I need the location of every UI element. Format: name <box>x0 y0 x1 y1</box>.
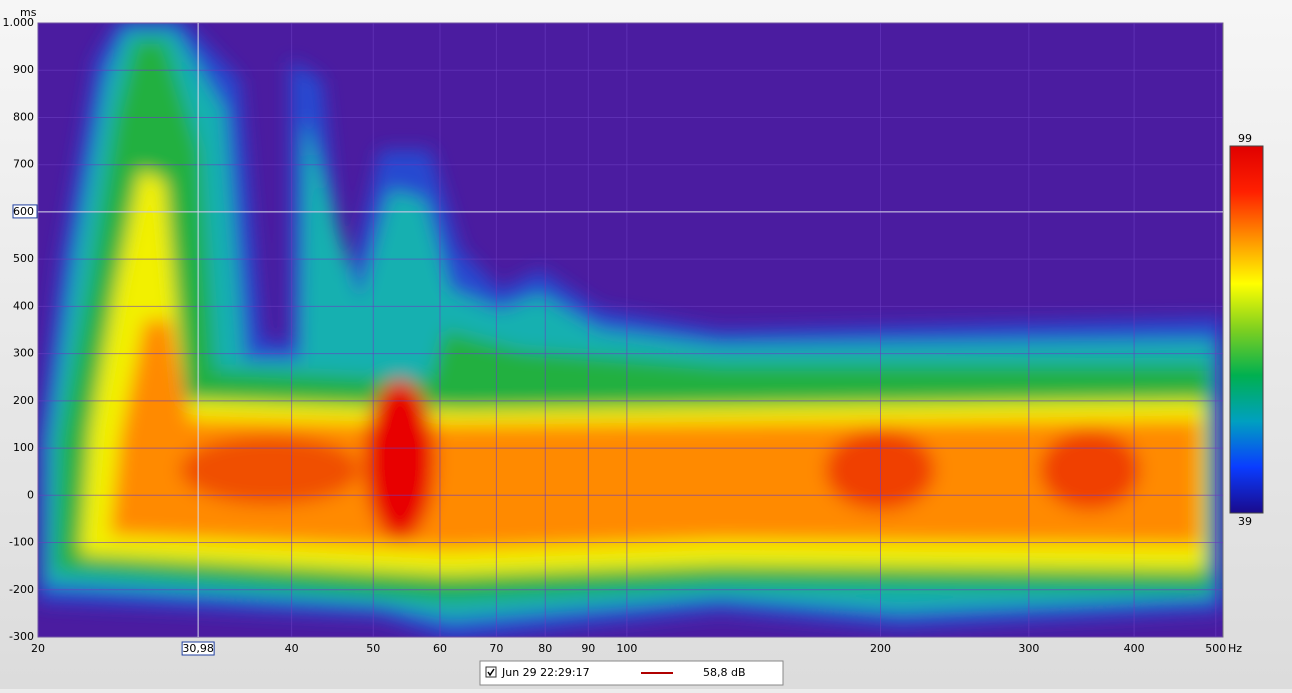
x-tick-label: 40 <box>285 642 299 655</box>
check-mark <box>487 668 495 677</box>
x-tick-label: 20 <box>31 642 45 655</box>
colorbar-max-label: 99 <box>1238 132 1252 145</box>
heatmap-fill <box>38 23 1223 637</box>
y-tick-label: 800 <box>13 110 34 123</box>
x-axis-unit: Hz <box>1228 642 1242 655</box>
y-tick-label: 200 <box>13 394 34 407</box>
y-tick-label: -300 <box>9 630 34 643</box>
x-tick-label: 400 <box>1124 642 1145 655</box>
colorbar-min-label: 39 <box>1238 515 1252 528</box>
heatmap <box>38 23 1223 637</box>
y-tick-label: 0 <box>27 488 34 501</box>
x-tick-label: 200 <box>870 642 891 655</box>
cursor-y-label-box <box>12 204 38 219</box>
legend-checkbox[interactable] <box>485 666 497 678</box>
y-tick-label: 100 <box>13 441 34 454</box>
x-tick-label: 90 <box>581 642 595 655</box>
x-tick-label: 60 <box>433 642 447 655</box>
y-tick-label: -200 <box>9 583 34 596</box>
y-tick-label: -100 <box>9 536 34 549</box>
y-tick-label: 700 <box>13 158 34 171</box>
y-tick-label: 300 <box>13 347 34 360</box>
x-tick-label: 500 <box>1205 642 1226 655</box>
legend-name: Jun 29 22:29:17 <box>501 666 590 679</box>
cursor-x-label-box <box>181 641 215 656</box>
y-tick-label: 400 <box>13 299 34 312</box>
legend <box>479 660 784 686</box>
y-tick-label: 900 <box>13 63 34 76</box>
cursor-y-label: 600 <box>13 205 34 218</box>
colorbar <box>1229 145 1264 514</box>
y-axis-unit: ms <box>20 6 37 19</box>
cursor-x-label: 30,98 <box>182 642 214 655</box>
y-tick-label: 1.000 <box>3 16 35 29</box>
x-tick-label: 300 <box>1018 642 1039 655</box>
x-tick-label: 80 <box>538 642 552 655</box>
x-tick-label: 70 <box>489 642 503 655</box>
legend-value: 58,8 dB <box>703 666 746 679</box>
y-tick-label: 500 <box>13 252 34 265</box>
x-tick-label: 50 <box>366 642 380 655</box>
x-tick-label: 100 <box>616 642 637 655</box>
